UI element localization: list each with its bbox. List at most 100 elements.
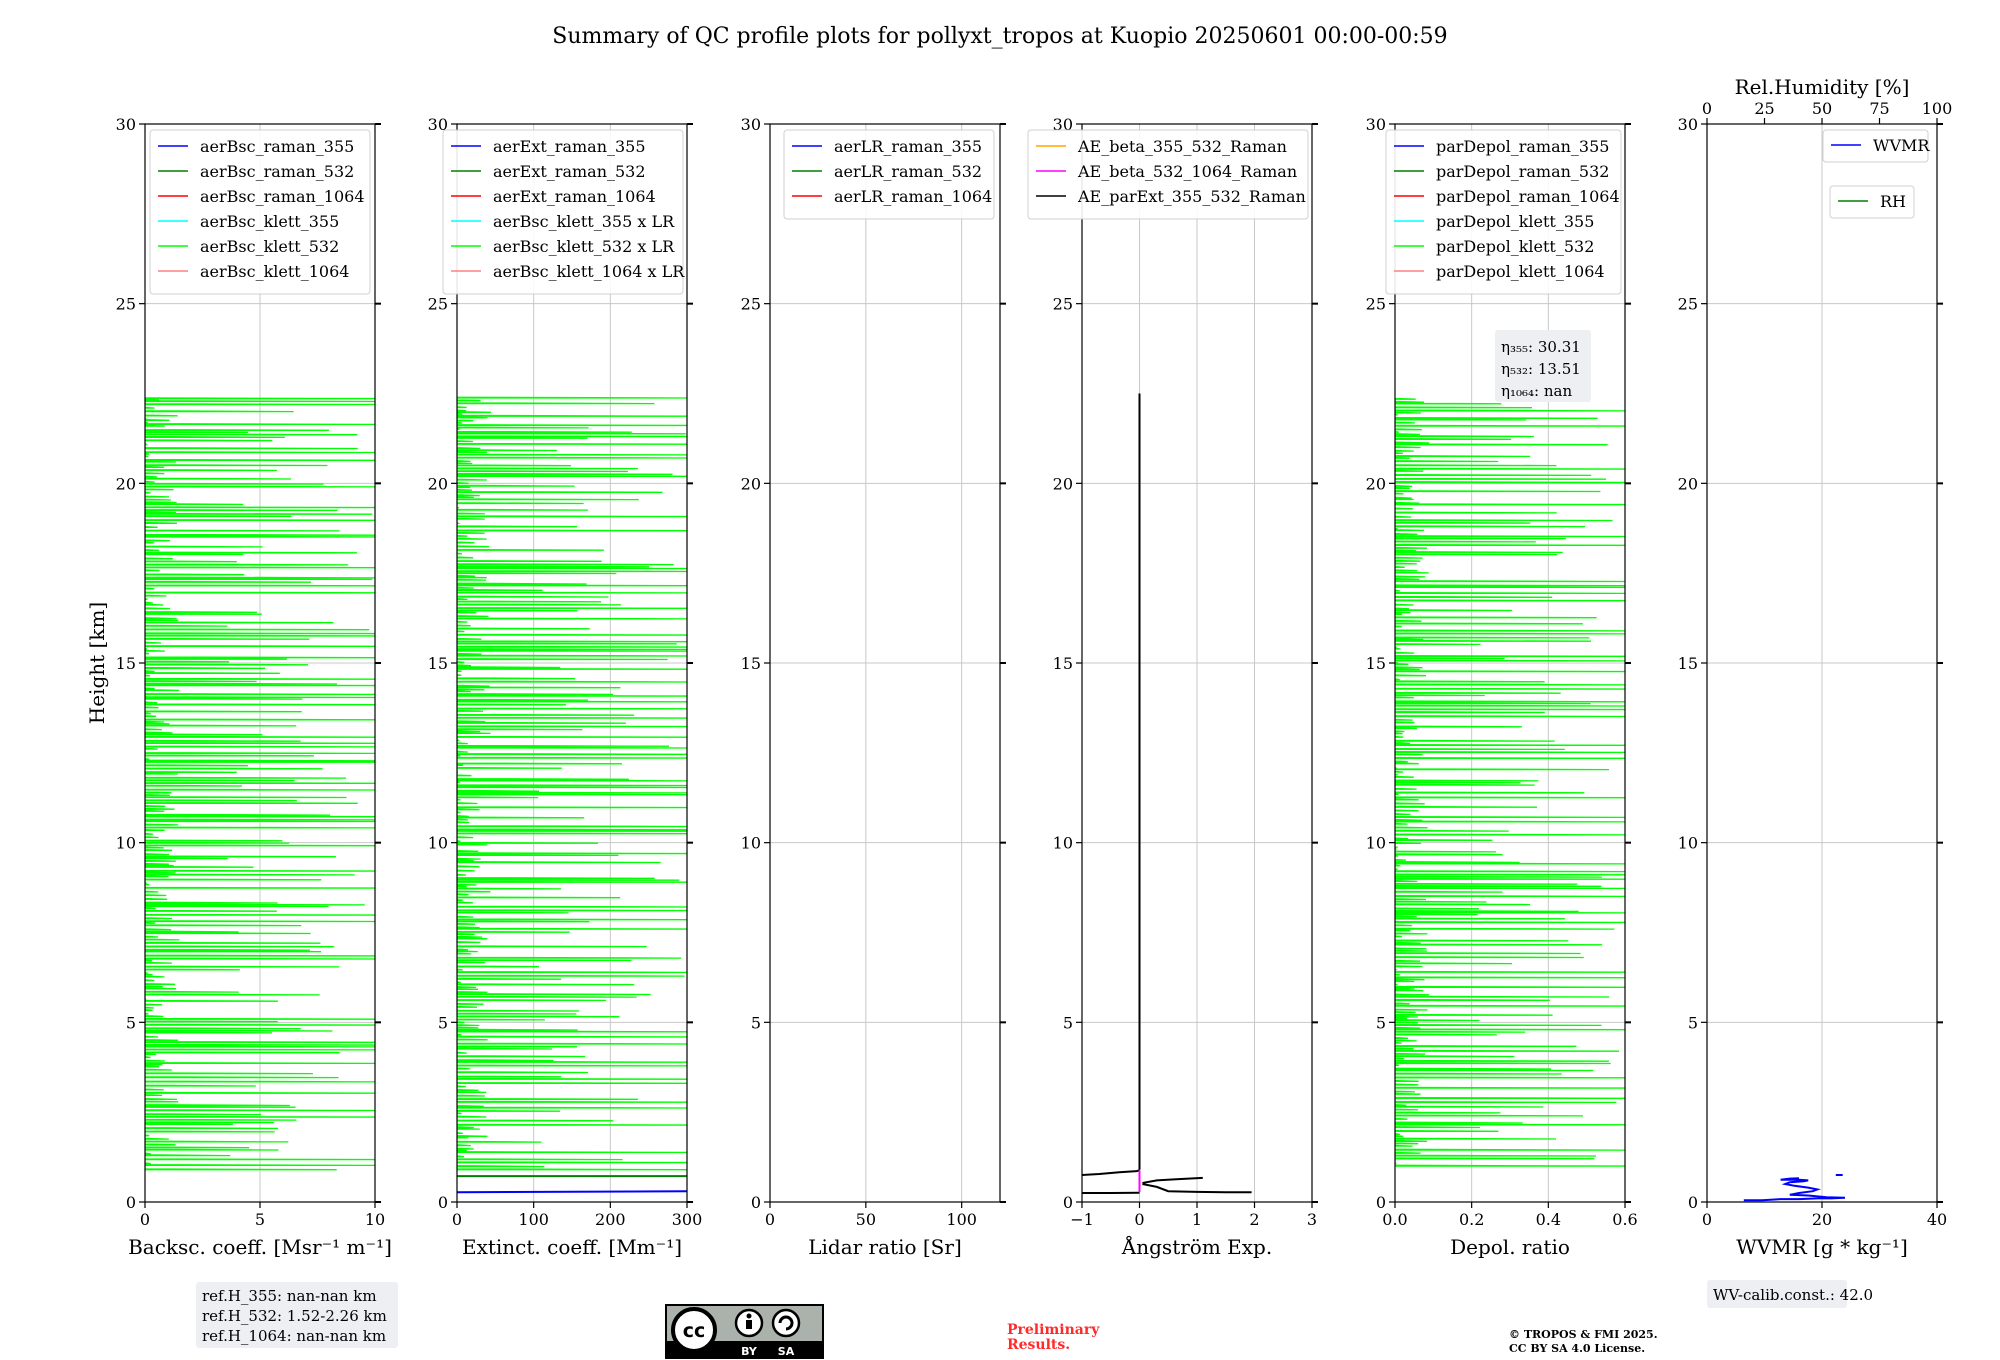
y-tick-label: 0 bbox=[1688, 1193, 1698, 1212]
y-tick-label: 5 bbox=[1376, 1013, 1386, 1032]
series-line-aerBsc_klett_532 x LR bbox=[457, 396, 687, 1171]
plot-frame bbox=[1394, 123, 1626, 1203]
series-line-WVMR bbox=[1743, 1177, 1846, 1202]
svg-text:cc: cc bbox=[683, 1320, 706, 1342]
x-tick-label: 0 bbox=[452, 1210, 462, 1229]
legend-entry: aerExt_raman_532 bbox=[493, 162, 646, 181]
top-x-tick-label: 75 bbox=[1869, 99, 1889, 118]
eta-box bbox=[1495, 330, 1591, 402]
legend-entry: aerBsc_raman_355 bbox=[200, 137, 354, 156]
plot-frame bbox=[1081, 123, 1313, 1203]
x-tick-label: 0.6 bbox=[1612, 1210, 1637, 1229]
top-x-tick-label: 50 bbox=[1812, 99, 1832, 118]
plot-frame bbox=[769, 123, 1001, 1203]
legend-entry: aerExt_raman_1064 bbox=[493, 187, 656, 206]
x-tick-label: 0 bbox=[1134, 1210, 1144, 1229]
legend-entry: AE_parExt_355_532_Raman bbox=[1077, 187, 1306, 206]
y-tick-label: 0 bbox=[751, 1193, 761, 1212]
x-tick-label: 0 bbox=[1702, 1210, 1712, 1229]
legend-entry: aerExt_raman_355 bbox=[493, 137, 646, 156]
y-tick-label: 20 bbox=[741, 474, 761, 493]
wv-calib-text: WV-calib.const.: 42.0 bbox=[1713, 1286, 1873, 1304]
legend-entry: aerBsc_klett_532 bbox=[200, 237, 339, 256]
y-tick-label: 20 bbox=[1053, 474, 1073, 493]
y-tick-label: 25 bbox=[1678, 295, 1698, 314]
y-tick-label: 15 bbox=[428, 654, 448, 673]
ref-height-355: ref.H_355: nan-nan km bbox=[202, 1287, 377, 1305]
x-axis-label: Ångström Exp. bbox=[1121, 1234, 1272, 1259]
preliminary-label-line1: Preliminary bbox=[1007, 1322, 1100, 1338]
legend-entry: parDepol_klett_1064 bbox=[1436, 262, 1605, 281]
legend-entry: WVMR bbox=[1873, 136, 1930, 155]
legend-entry: parDepol_klett_532 bbox=[1436, 237, 1594, 256]
panel-backscatter: 0 5 10 15 20 25 30 0 5 10 Backsc. coeff. [Msr⁻¹ m⁻… bbox=[85, 115, 392, 1259]
copyright-line1: © TROPOS & FMI 2025. bbox=[1509, 1328, 1658, 1341]
y-tick-label: 20 bbox=[1366, 474, 1386, 493]
y-tick-label: 5 bbox=[438, 1013, 448, 1032]
series-group bbox=[1082, 393, 1252, 1194]
x-tick-label: 0.4 bbox=[1536, 1210, 1561, 1229]
y-tick-label: 15 bbox=[116, 654, 136, 673]
legend-entry: aerLR_raman_355 bbox=[834, 137, 982, 156]
y-tick-label: 15 bbox=[741, 654, 761, 673]
legend-entry: aerBsc_klett_355 bbox=[200, 212, 339, 231]
series-line-parDepol_klett_532 bbox=[1395, 397, 1625, 1167]
plot-frame bbox=[144, 123, 376, 1203]
top-x-tick-label: 25 bbox=[1754, 99, 1774, 118]
wv-calib-box: WV-calib.const.: 42.0 bbox=[1707, 1280, 1873, 1308]
x-tick-label: 0.0 bbox=[1382, 1210, 1407, 1229]
x-tick-label: 300 bbox=[672, 1210, 703, 1229]
y-tick-label: 0 bbox=[1063, 1193, 1073, 1212]
x-axis-label: WVMR [g * kg⁻¹] bbox=[1736, 1235, 1908, 1259]
plot-frame bbox=[456, 123, 688, 1203]
legend-entry: AE_beta_355_532_Raman bbox=[1077, 137, 1287, 156]
series-group bbox=[457, 396, 687, 1194]
ref-height-1064: ref.H_1064: nan-nan km bbox=[202, 1327, 386, 1345]
series-group bbox=[1395, 397, 1625, 1167]
x-tick-label: 10 bbox=[365, 1210, 385, 1229]
x-tick-label: 2 bbox=[1249, 1210, 1259, 1229]
series-group bbox=[145, 397, 375, 1171]
legend-box bbox=[1822, 129, 1929, 163]
x-axis-label: Depol. ratio bbox=[1450, 1235, 1570, 1259]
y-tick-label: 5 bbox=[126, 1013, 136, 1032]
legend-entry: AE_beta_532_1064_Raman bbox=[1077, 162, 1297, 181]
sa-share-icon bbox=[771, 1308, 801, 1338]
legend-entry: aerBsc_raman_532 bbox=[200, 162, 354, 181]
top-x-tick-label: 100 bbox=[1922, 99, 1953, 118]
legend-entry: RH bbox=[1880, 192, 1906, 211]
legend-entry: aerBsc_klett_532 x LR bbox=[493, 237, 675, 256]
y-tick-label: 20 bbox=[1678, 474, 1698, 493]
cc-sa-label: SA bbox=[778, 1345, 795, 1358]
top-axis-label: Rel.Humidity [%] bbox=[1735, 75, 1910, 99]
x-tick-label: 100 bbox=[946, 1210, 977, 1229]
legend-entry: parDepol_raman_1064 bbox=[1436, 187, 1620, 206]
legend-entry: aerLR_raman_1064 bbox=[834, 187, 992, 206]
legend-entry: aerBsc_klett_1064 bbox=[200, 262, 349, 281]
x-tick-label: 0.2 bbox=[1459, 1210, 1484, 1229]
x-tick-label: 200 bbox=[595, 1210, 626, 1229]
series-line-AE_parExt_355_532_Raman bbox=[1082, 1169, 1140, 1176]
figure-title: Summary of QC profile plots for pollyxt_… bbox=[552, 24, 1447, 49]
legend-entry: aerLR_raman_532 bbox=[834, 162, 982, 181]
y-tick-label: 30 bbox=[1678, 115, 1698, 134]
eta-value: η₁₀₆₄: nan bbox=[1501, 382, 1572, 400]
ref-height-box: ref.H_355: nan-nan km ref.H_532: 1.52-2.… bbox=[196, 1282, 398, 1348]
y-tick-label: 0 bbox=[126, 1193, 136, 1212]
y-tick-label: 0 bbox=[438, 1193, 448, 1212]
legend-entry: aerBsc_raman_1064 bbox=[200, 187, 365, 206]
ref-height-532: ref.H_532: 1.52-2.26 km bbox=[202, 1307, 387, 1325]
legend-entry: aerBsc_klett_1064 x LR bbox=[493, 262, 685, 281]
x-tick-label: 1 bbox=[1192, 1210, 1202, 1229]
y-tick-label: 5 bbox=[751, 1013, 761, 1032]
copyright-line2: CC BY SA 4.0 License. bbox=[1509, 1342, 1645, 1355]
legend-box bbox=[1829, 185, 1915, 219]
x-tick-label: 100 bbox=[518, 1210, 549, 1229]
y-tick-label: 30 bbox=[741, 115, 761, 134]
y-tick-label: 15 bbox=[1366, 654, 1386, 673]
x-tick-label: 3 bbox=[1307, 1210, 1317, 1229]
